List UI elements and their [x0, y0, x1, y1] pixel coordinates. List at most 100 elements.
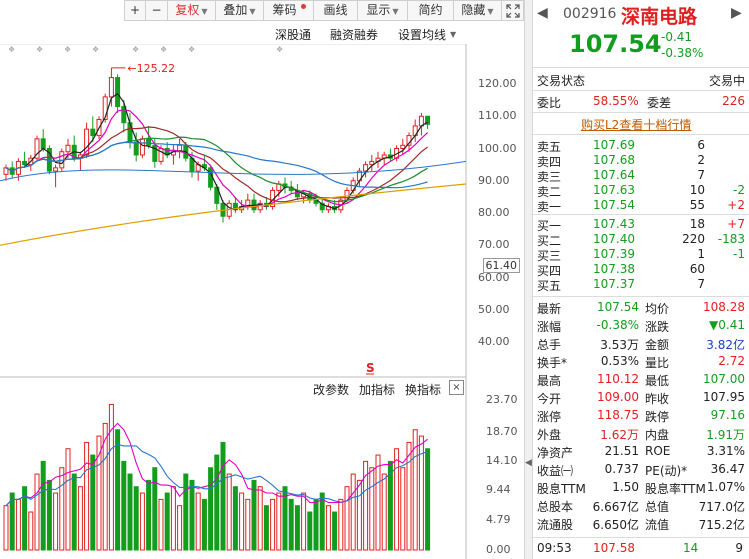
volume-bar[interactable]: [9, 492, 15, 551]
candlestick-chart[interactable]: ❖ ❖ ❖ ❖ ❖ ❖ ❖ ❖ ←125.22 S: [0, 44, 524, 378]
candle[interactable]: [319, 202, 325, 211]
hide-button[interactable]: 隐藏 ▼: [454, 0, 502, 21]
volume-bar[interactable]: [59, 467, 65, 551]
volume-bar[interactable]: [127, 473, 133, 551]
display-button[interactable]: 显示 ▼: [358, 0, 408, 21]
candle[interactable]: [90, 128, 96, 137]
volume-bar[interactable]: [332, 511, 338, 551]
candle[interactable]: [3, 167, 9, 175]
volume-bar[interactable]: [270, 498, 276, 551]
volume-bar[interactable]: [356, 479, 362, 551]
volume-bar[interactable]: [53, 492, 59, 551]
event-marker-icon[interactable]: ❖: [188, 45, 195, 54]
volume-bar[interactable]: [418, 435, 424, 551]
candle[interactable]: [208, 167, 214, 188]
candle[interactable]: [139, 138, 145, 156]
volume-bar[interactable]: [214, 454, 220, 551]
volume-bar[interactable]: [84, 441, 90, 551]
volume-bar[interactable]: [350, 473, 356, 551]
volume-bar[interactable]: [381, 473, 387, 551]
volume-bar[interactable]: [232, 486, 238, 551]
volume-bar[interactable]: [3, 505, 9, 551]
volume-bar[interactable]: [164, 492, 170, 551]
volume-bar[interactable]: [307, 511, 313, 551]
volume-bar[interactable]: [412, 429, 418, 551]
volume-bar[interactable]: [313, 498, 319, 551]
adjust-button[interactable]: 复权 ▼: [168, 0, 216, 21]
candle[interactable]: [313, 199, 319, 204]
candle[interactable]: [152, 144, 158, 162]
volume-bar[interactable]: [152, 467, 158, 551]
hk-connect-link[interactable]: 深股通: [275, 28, 312, 42]
simple-mode-button[interactable]: 简约: [408, 0, 454, 21]
candle[interactable]: [65, 144, 71, 153]
event-marker-icon[interactable]: ❖: [36, 45, 43, 54]
volume-bar[interactable]: [34, 473, 40, 551]
candle[interactable]: [127, 122, 133, 143]
expand-icon[interactable]: [502, 0, 524, 21]
volume-bar[interactable]: [46, 479, 52, 551]
volume-bar[interactable]: [183, 473, 189, 551]
draw-line-button[interactable]: 画线: [314, 0, 358, 21]
close-icon[interactable]: ×: [449, 380, 464, 395]
edit-params-button[interactable]: 改参数: [313, 383, 350, 397]
volume-bar[interactable]: [208, 467, 214, 551]
volume-bar[interactable]: [319, 492, 325, 551]
volume-chart[interactable]: [0, 378, 524, 559]
volume-bar[interactable]: [96, 435, 102, 551]
zoom-out-button[interactable]: −: [146, 0, 168, 21]
volume-bar[interactable]: [325, 505, 331, 551]
margin-trading-link[interactable]: 融资融券: [330, 28, 379, 42]
candle[interactable]: [363, 164, 369, 172]
event-marker-icon[interactable]: ❖: [160, 45, 167, 54]
candle[interactable]: [22, 160, 28, 166]
volume-bar[interactable]: [220, 441, 226, 551]
candle[interactable]: [84, 128, 90, 156]
volume-bar[interactable]: [344, 486, 350, 551]
candle[interactable]: [34, 138, 40, 159]
volume-bar[interactable]: [77, 486, 83, 551]
candle[interactable]: [53, 167, 59, 172]
volume-bar[interactable]: [338, 498, 344, 551]
volume-bar[interactable]: [400, 467, 406, 551]
volume-bar[interactable]: [65, 448, 71, 551]
volume-bar[interactable]: [28, 511, 34, 551]
event-marker-icon[interactable]: ❖: [92, 45, 99, 54]
candle[interactable]: [400, 144, 406, 150]
overlay-button[interactable]: 叠加 ▼: [216, 0, 264, 21]
candle[interactable]: [369, 160, 375, 166]
panel-collapse-handle[interactable]: ◀: [524, 0, 532, 559]
volume-bar[interactable]: [288, 498, 294, 551]
volume-bar[interactable]: [263, 505, 269, 551]
volume-bar[interactable]: [301, 492, 307, 551]
volume-bar[interactable]: [406, 441, 412, 551]
volume-bar[interactable]: [251, 479, 257, 551]
volume-bar[interactable]: [363, 460, 369, 551]
volume-bar[interactable]: [139, 492, 145, 551]
zoom-in-button[interactable]: +: [124, 0, 146, 21]
volume-bar[interactable]: [115, 429, 121, 551]
volume-bar[interactable]: [226, 473, 232, 551]
volume-bar[interactable]: [257, 486, 263, 551]
candle[interactable]: [425, 115, 431, 125]
volume-bar[interactable]: [387, 460, 393, 551]
dividend-marker-icon[interactable]: S: [366, 361, 375, 375]
candle[interactable]: [115, 77, 121, 108]
l2-upgrade-link[interactable]: 购买L2查看十档行情: [581, 118, 692, 132]
volume-bar[interactable]: [40, 460, 46, 551]
volume-bar[interactable]: [170, 486, 176, 551]
candle[interactable]: [133, 141, 139, 156]
volume-bar[interactable]: [22, 486, 28, 551]
volume-bar[interactable]: [15, 498, 21, 551]
volume-bar[interactable]: [239, 492, 245, 551]
previous-stock-icon[interactable]: ◀: [537, 5, 548, 21]
candle[interactable]: [102, 96, 108, 120]
add-indicator-button[interactable]: 加指标: [359, 383, 396, 397]
volume-bar[interactable]: [146, 479, 152, 551]
volume-bar[interactable]: [177, 505, 183, 551]
switch-indicator-button[interactable]: 换指标: [405, 383, 442, 397]
volume-bar[interactable]: [195, 492, 201, 551]
volume-bar[interactable]: [276, 492, 282, 551]
candle[interactable]: [146, 138, 152, 146]
volume-bar[interactable]: [90, 454, 96, 551]
